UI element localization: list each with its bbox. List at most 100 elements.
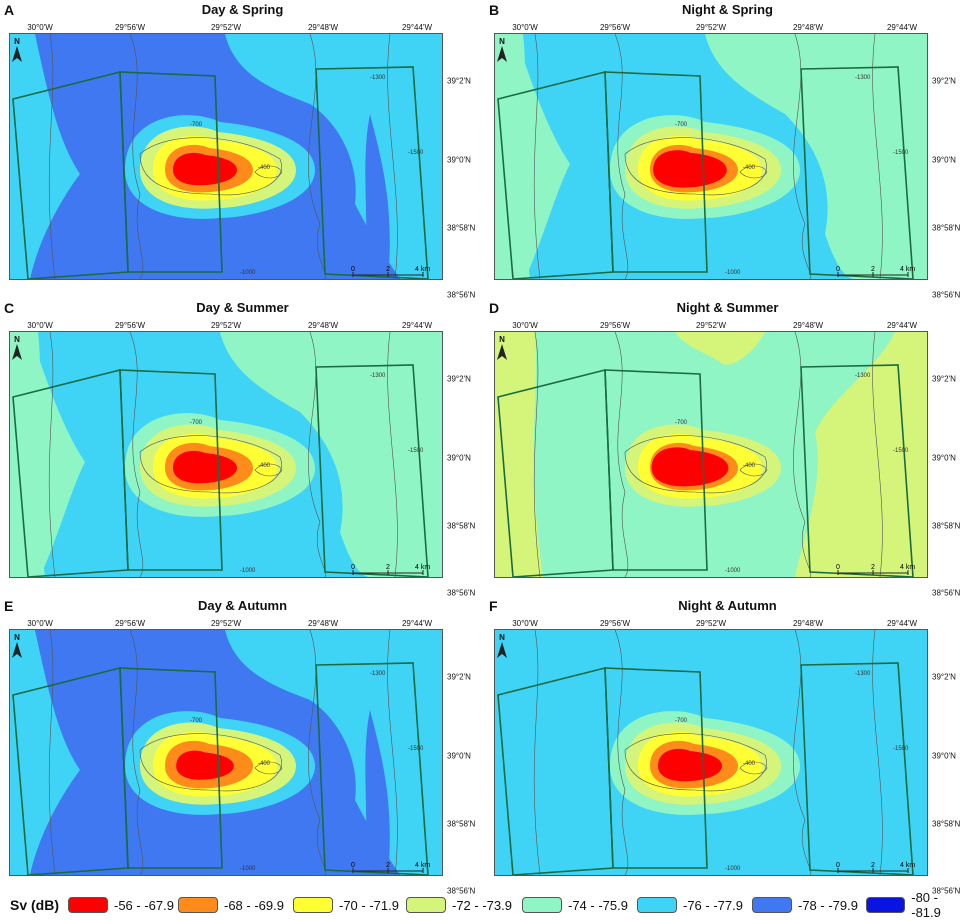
legend-item: -74 - -75.9 (522, 897, 628, 913)
legend-label: -68 - -69.9 (224, 897, 284, 913)
longitude-label: 30°0'W (512, 321, 538, 330)
map-panel-d: D Night & Summer 30°0'W 29°56'W 29°52'W 29°48… (485, 298, 970, 598)
longitude-label: 29°48'W (792, 619, 824, 628)
sv-region-band-west (495, 332, 543, 577)
longitude-label: 29°44'W (401, 321, 433, 330)
sv-region-west (495, 34, 530, 279)
bathymetry-contour (624, 733, 767, 792)
legend-item: -68 - -69.9 (178, 897, 284, 913)
contour-label: -1500 (893, 746, 909, 752)
latitude-label: 38°56'N (932, 886, 961, 896)
longitude-label: 29°52'W (695, 619, 727, 628)
latitude-label: 38°56'N (447, 886, 476, 896)
survey-box-east (315, 66, 429, 279)
sv-region-band-east (795, 332, 927, 577)
scale-tick: 4 km (415, 564, 430, 571)
contour-label: -700 (675, 718, 688, 724)
latitude-label: 39°2'N (932, 374, 956, 384)
bathymetry-contour (48, 34, 56, 279)
scale-tick: 4 km (415, 266, 430, 273)
longitude-label: 29°52'W (695, 321, 727, 330)
longitude-label: 29°56'W (114, 23, 146, 32)
scale-tick: 0 (351, 862, 355, 869)
longitude-label: 30°0'W (27, 23, 53, 32)
sv-hotspot-ring (658, 748, 722, 782)
contour-label: -1000 (725, 270, 741, 276)
scale-tick: 4 km (900, 564, 915, 571)
bathymetry-contour (739, 165, 768, 179)
longitude-label: 29°48'W (792, 23, 824, 32)
north-label: N (14, 335, 20, 344)
legend-label: -70 - -71.9 (339, 897, 399, 913)
scale-tick: 2 (386, 266, 390, 273)
legend-swatch (68, 897, 108, 913)
contour-label: -700 (190, 122, 203, 128)
panel-letter: F (489, 598, 498, 614)
bathymetry-contour (872, 34, 883, 279)
longitude-label: 29°44'W (886, 23, 918, 32)
bathymetry-contour (48, 332, 56, 577)
scale-tick: 2 (386, 564, 390, 571)
panel-letter: C (4, 300, 15, 316)
latitude-label: 39°2'N (932, 672, 956, 682)
legend-swatch (866, 897, 906, 913)
contour-label: -400 (743, 761, 756, 767)
latitude-label: 39°0'N (932, 453, 956, 463)
bathymetry-contour (254, 761, 283, 775)
bathymetry-contour (533, 332, 541, 577)
contour-label: -1500 (408, 448, 424, 454)
north-label: N (14, 37, 20, 46)
latitude-label: 38°56'N (932, 290, 961, 300)
bathymetry-contour (872, 630, 883, 875)
contour-label: -1000 (240, 866, 256, 872)
survey-box-east (800, 662, 914, 875)
longitude-label: 29°48'W (307, 23, 339, 32)
legend-swatch (406, 897, 446, 913)
contour-label: -400 (743, 165, 756, 171)
sv-region-east (875, 34, 927, 279)
sv-map: -700 -400 -1000 -1300 -1500 (494, 331, 928, 578)
legend-title: Sv (dB) (10, 897, 59, 913)
latitude-label: 39°2'N (932, 76, 956, 86)
longitude-label: 29°56'W (599, 619, 631, 628)
legend-swatch (752, 897, 792, 913)
latitude-label: 38°58'N (932, 223, 961, 233)
legend-item: -78 - -79.9 (752, 897, 858, 913)
legend-label: -80 - -81.9 (911, 890, 941, 920)
scale-bar: 0 2 4 km (830, 561, 920, 576)
contour-label: -1000 (725, 568, 741, 574)
sv-map-svg: -700 -400 -1000 -1300 -1500 (495, 34, 927, 279)
contour-label: -400 (743, 463, 756, 469)
sv-map-svg: -700 -400 -1000 -1300 -1500 (10, 332, 442, 577)
scale-bar: 0 2 4 km (830, 263, 920, 278)
bathymetry-contour (533, 34, 541, 279)
panel-letter: E (4, 598, 14, 614)
latitude-label: 38°58'N (447, 819, 476, 829)
longitude-label: 29°56'W (114, 321, 146, 330)
legend-label: -76 - -77.9 (683, 897, 743, 913)
longitude-label: 29°44'W (886, 321, 918, 330)
contour-label: -400 (258, 463, 271, 469)
contour-label: -1300 (370, 75, 386, 81)
panel-title: Night & Summer (676, 300, 779, 315)
bathymetry-contour (254, 165, 283, 179)
map-panel-c: C Day & Summer 30°0'W 29°56'W 29°52'W 29°48'W… (0, 298, 485, 598)
scale-tick: 2 (871, 564, 875, 571)
panel-title: Day & Autumn (197, 598, 288, 613)
legend-label: -74 - -75.9 (568, 897, 628, 913)
legend-label: -72 - -73.9 (452, 897, 512, 913)
sv-map: -700 -400 -1000 -1300 -1500 (494, 33, 928, 280)
sv-map: -700 -400 -1000 -1300 -1500 (494, 629, 928, 876)
sv-map-svg: -700 -400 -1000 -1300 -1500 (495, 332, 927, 577)
sv-map-svg: -700 -400 -1000 -1300 -1500 (495, 630, 927, 875)
survey-box-east (800, 364, 914, 577)
longitude-label: 29°56'W (599, 321, 631, 330)
bathymetry-contour (387, 630, 398, 875)
sv-hotspot-ring (173, 152, 237, 186)
latitude-label: 38°56'N (932, 588, 961, 598)
latitude-label: 39°0'N (932, 155, 956, 165)
latitude-label: 38°58'N (447, 223, 476, 233)
sv-region-band-north (675, 332, 765, 365)
north-arrow-glyph (497, 46, 507, 62)
contour-label: -1300 (855, 671, 871, 677)
